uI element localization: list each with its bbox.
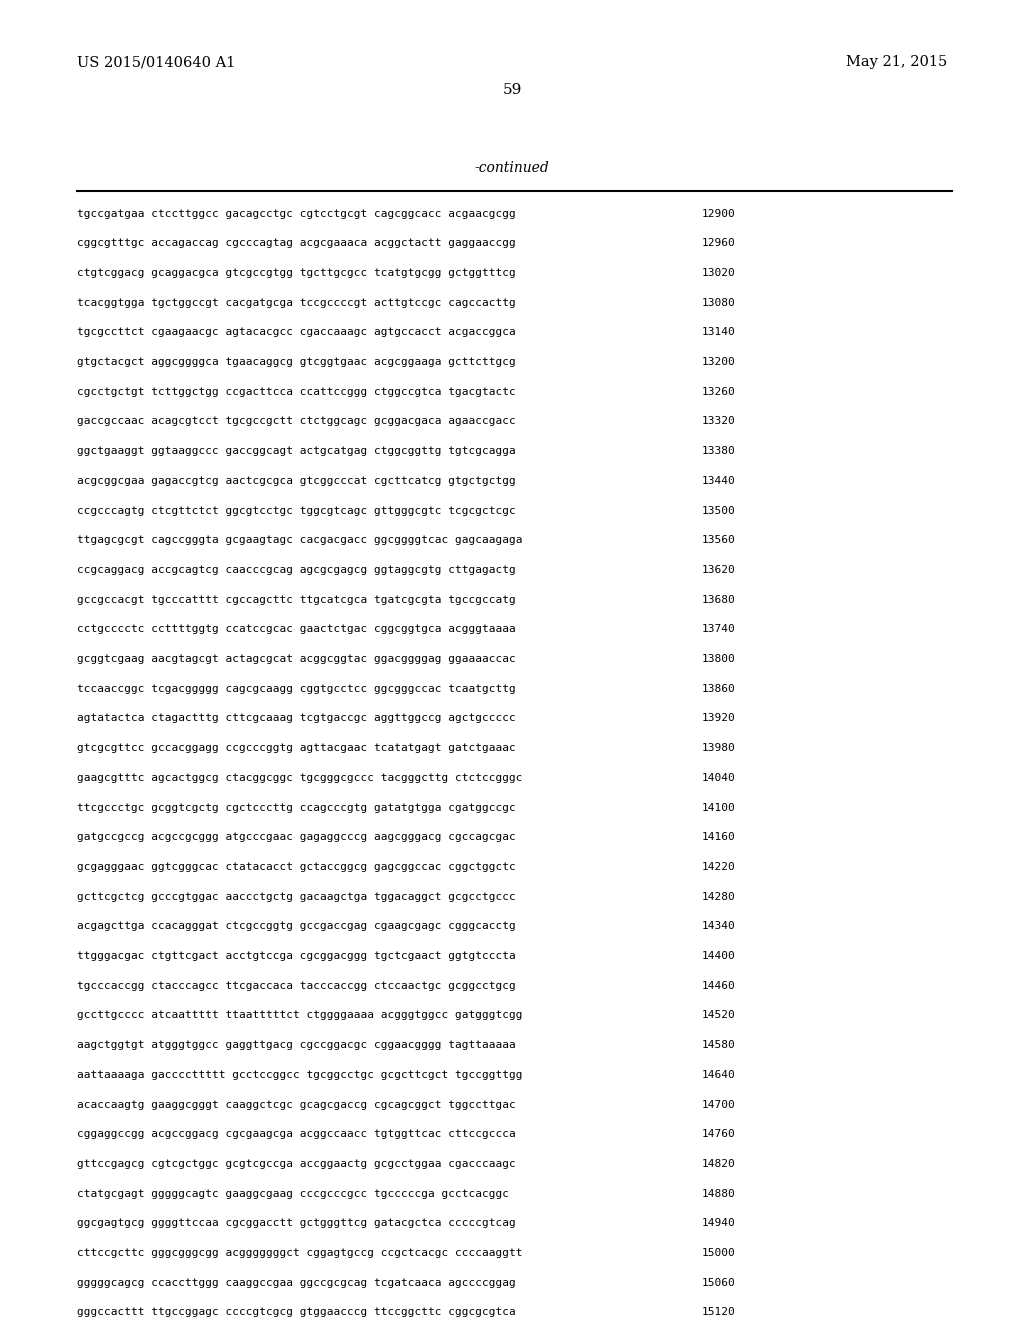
Text: ttgagcgcgt cagccgggta gcgaagtagc cacgacgacc ggcggggtcac gagcaagaga: ttgagcgcgt cagccgggta gcgaagtagc cacgacg… xyxy=(77,536,522,545)
Text: 13560: 13560 xyxy=(701,536,735,545)
Text: aattaaaaga gaccccttttt gcctccggcc tgcggcctgc gcgcttcgct tgccggttgg: aattaaaaga gaccccttttt gcctccggcc tgcggc… xyxy=(77,1069,522,1080)
Text: tcacggtgga tgctggccgt cacgatgcga tccgccccgt acttgtccgc cagccacttg: tcacggtgga tgctggccgt cacgatgcga tccgccc… xyxy=(77,298,515,308)
Text: 13740: 13740 xyxy=(701,624,735,635)
Text: 15120: 15120 xyxy=(701,1307,735,1317)
Text: cctgcccctc ccttttggtg ccatccgcac gaactctgac cggcggtgca acgggtaaaa: cctgcccctc ccttttggtg ccatccgcac gaactct… xyxy=(77,624,515,635)
Text: 14400: 14400 xyxy=(701,950,735,961)
Text: cgcctgctgt tcttggctgg ccgacttcca ccattccggg ctggccgtca tgacgtactc: cgcctgctgt tcttggctgg ccgacttcca ccattcc… xyxy=(77,387,515,397)
Text: 14460: 14460 xyxy=(701,981,735,991)
Text: acaccaagtg gaaggcgggt caaggctcgc gcagcgaccg cgcagcggct tggccttgac: acaccaagtg gaaggcgggt caaggctcgc gcagcga… xyxy=(77,1100,515,1110)
Text: 13380: 13380 xyxy=(701,446,735,457)
Text: tgcccaccgg ctacccagcc ttcgaccaca tacccaccgg ctccaactgc gcggcctgcg: tgcccaccgg ctacccagcc ttcgaccaca tacccac… xyxy=(77,981,515,991)
Text: 13980: 13980 xyxy=(701,743,735,754)
Text: gttccgagcg cgtcgctggc gcgtcgccga accggaactg gcgcctggaa cgacccaagc: gttccgagcg cgtcgctggc gcgtcgccga accggaa… xyxy=(77,1159,515,1170)
Text: 14640: 14640 xyxy=(701,1069,735,1080)
Text: gccgccacgt tgcccatttt cgccagcttc ttgcatcgca tgatcgcgta tgccgccatg: gccgccacgt tgcccatttt cgccagcttc ttgcatc… xyxy=(77,594,515,605)
Text: gaccgccaac acagcgtcct tgcgccgctt ctctggcagc gcggacgaca agaaccgacc: gaccgccaac acagcgtcct tgcgccgctt ctctggc… xyxy=(77,417,515,426)
Text: 59: 59 xyxy=(503,83,521,98)
Text: -continued: -continued xyxy=(475,161,549,176)
Text: 13440: 13440 xyxy=(701,477,735,486)
Text: 13500: 13500 xyxy=(701,506,735,516)
Text: US 2015/0140640 A1: US 2015/0140640 A1 xyxy=(77,55,236,70)
Text: gatgccgccg acgccgcggg atgcccgaac gagaggcccg aagcgggacg cgccagcgac: gatgccgccg acgccgcggg atgcccgaac gagaggc… xyxy=(77,833,515,842)
Text: 13140: 13140 xyxy=(701,327,735,338)
Text: ctgtcggacg gcaggacgca gtcgccgtgg tgcttgcgcc tcatgtgcgg gctggtttcg: ctgtcggacg gcaggacgca gtcgccgtgg tgcttgc… xyxy=(77,268,515,279)
Text: 12900: 12900 xyxy=(701,209,735,219)
Text: 12960: 12960 xyxy=(701,238,735,248)
Text: May 21, 2015: May 21, 2015 xyxy=(846,55,947,70)
Text: ttcgccctgc gcggtcgctg cgctcccttg ccagcccgtg gatatgtgga cgatggccgc: ttcgccctgc gcggtcgctg cgctcccttg ccagccc… xyxy=(77,803,515,813)
Text: 13680: 13680 xyxy=(701,594,735,605)
Text: 14040: 14040 xyxy=(701,774,735,783)
Text: 13800: 13800 xyxy=(701,655,735,664)
Text: 13020: 13020 xyxy=(701,268,735,279)
Text: ttgggacgac ctgttcgact acctgtccga cgcggacggg tgctcgaact ggtgtcccta: ttgggacgac ctgttcgact acctgtccga cgcggac… xyxy=(77,950,515,961)
Text: tccaaccggc tcgacggggg cagcgcaagg cggtgcctcc ggcgggccac tcaatgcttg: tccaaccggc tcgacggggg cagcgcaagg cggtgcc… xyxy=(77,684,515,694)
Text: 14100: 14100 xyxy=(701,803,735,813)
Text: 15060: 15060 xyxy=(701,1278,735,1288)
Text: 14520: 14520 xyxy=(701,1011,735,1020)
Text: acgagcttga ccacagggat ctcgccggtg gccgaccgag cgaagcgagc cgggcacctg: acgagcttga ccacagggat ctcgccggtg gccgacc… xyxy=(77,921,515,932)
Text: ccgcaggacg accgcagtcg caacccgcag agcgcgagcg ggtaggcgtg cttgagactg: ccgcaggacg accgcagtcg caacccgcag agcgcga… xyxy=(77,565,515,576)
Text: gtcgcgttcc gccacggagg ccgcccggtg agttacgaac tcatatgagt gatctgaaac: gtcgcgttcc gccacggagg ccgcccggtg agttacg… xyxy=(77,743,515,754)
Text: 13620: 13620 xyxy=(701,565,735,576)
Text: cggaggccgg acgccggacg cgcgaagcga acggccaacc tgtggttcac cttccgccca: cggaggccgg acgccggacg cgcgaagcga acggcca… xyxy=(77,1130,515,1139)
Text: acgcggcgaa gagaccgtcg aactcgcgca gtcggcccat cgcttcatcg gtgctgctgg: acgcggcgaa gagaccgtcg aactcgcgca gtcggcc… xyxy=(77,477,515,486)
Text: 14820: 14820 xyxy=(701,1159,735,1170)
Text: gggccacttt ttgccggagc ccccgtcgcg gtggaacccg ttccggcttc cggcgcgtca: gggccacttt ttgccggagc ccccgtcgcg gtggaac… xyxy=(77,1307,515,1317)
Text: ggcgagtgcg ggggttccaa cgcggacctt gctgggttcg gatacgctca cccccgtcag: ggcgagtgcg ggggttccaa cgcggacctt gctgggt… xyxy=(77,1218,515,1229)
Text: tgccgatgaa ctccttggcc gacagcctgc cgtcctgcgt cagcggcacc acgaacgcgg: tgccgatgaa ctccttggcc gacagcctgc cgtcctg… xyxy=(77,209,515,219)
Text: ggctgaaggt ggtaaggccc gaccggcagt actgcatgag ctggcggttg tgtcgcagga: ggctgaaggt ggtaaggccc gaccggcagt actgcat… xyxy=(77,446,515,457)
Text: gtgctacgct aggcggggca tgaacaggcg gtcggtgaac acgcggaaga gcttcttgcg: gtgctacgct aggcggggca tgaacaggcg gtcggtg… xyxy=(77,356,515,367)
Text: agtatactca ctagactttg cttcgcaaag tcgtgaccgc aggttggccg agctgccccc: agtatactca ctagactttg cttcgcaaag tcgtgac… xyxy=(77,713,515,723)
Text: 13260: 13260 xyxy=(701,387,735,397)
Text: 13920: 13920 xyxy=(701,713,735,723)
Text: tgcgccttct cgaagaacgc agtacacgcc cgaccaaagc agtgccacct acgaccggca: tgcgccttct cgaagaacgc agtacacgcc cgaccaa… xyxy=(77,327,515,338)
Text: aagctggtgt atgggtggcc gaggttgacg cgccggacgc cggaacgggg tagttaaaaa: aagctggtgt atgggtggcc gaggttgacg cgccgga… xyxy=(77,1040,515,1051)
Text: 15000: 15000 xyxy=(701,1249,735,1258)
Text: 14280: 14280 xyxy=(701,892,735,902)
Text: gaagcgtttc agcactggcg ctacggcggc tgcgggcgccc tacgggcttg ctctccgggc: gaagcgtttc agcactggcg ctacggcggc tgcgggc… xyxy=(77,774,522,783)
Text: 13200: 13200 xyxy=(701,356,735,367)
Text: gcggtcgaag aacgtagcgt actagcgcat acggcggtac ggacggggag ggaaaaccac: gcggtcgaag aacgtagcgt actagcgcat acggcgg… xyxy=(77,655,515,664)
Text: cttccgcttc gggcgggcgg acgggggggct cggagtgccg ccgctcacgc ccccaaggtt: cttccgcttc gggcgggcgg acgggggggct cggagt… xyxy=(77,1249,522,1258)
Text: ctatgcgagt gggggcagtc gaaggcgaag cccgcccgcc tgcccccga gcctcacggc: ctatgcgagt gggggcagtc gaaggcgaag cccgccc… xyxy=(77,1188,509,1199)
Text: 14700: 14700 xyxy=(701,1100,735,1110)
Text: gccttgcccc atcaattttt ttaatttttct ctggggaaaa acgggtggcc gatgggtcgg: gccttgcccc atcaattttt ttaatttttct ctgggg… xyxy=(77,1011,522,1020)
Text: 14760: 14760 xyxy=(701,1130,735,1139)
Text: 14580: 14580 xyxy=(701,1040,735,1051)
Text: 14160: 14160 xyxy=(701,833,735,842)
Text: gcttcgctcg gcccgtggac aaccctgctg gacaagctga tggacaggct gcgcctgccc: gcttcgctcg gcccgtggac aaccctgctg gacaagc… xyxy=(77,892,515,902)
Text: gggggcagcg ccaccttggg caaggccgaa ggccgcgcag tcgatcaaca agccccggag: gggggcagcg ccaccttggg caaggccgaa ggccgcg… xyxy=(77,1278,515,1288)
Text: 14220: 14220 xyxy=(701,862,735,873)
Text: 14880: 14880 xyxy=(701,1188,735,1199)
Text: cggcgtttgc accagaccag cgcccagtag acgcgaaaca acggctactt gaggaaccgg: cggcgtttgc accagaccag cgcccagtag acgcgaa… xyxy=(77,238,515,248)
Text: ccgcccagtg ctcgttctct ggcgtcctgc tggcgtcagc gttgggcgtc tcgcgctcgc: ccgcccagtg ctcgttctct ggcgtcctgc tggcgtc… xyxy=(77,506,515,516)
Text: 14340: 14340 xyxy=(701,921,735,932)
Text: 14940: 14940 xyxy=(701,1218,735,1229)
Text: 13320: 13320 xyxy=(701,417,735,426)
Text: 13860: 13860 xyxy=(701,684,735,694)
Text: 13080: 13080 xyxy=(701,298,735,308)
Text: gcgagggaac ggtcgggcac ctatacacct gctaccggcg gagcggccac cggctggctc: gcgagggaac ggtcgggcac ctatacacct gctaccg… xyxy=(77,862,515,873)
